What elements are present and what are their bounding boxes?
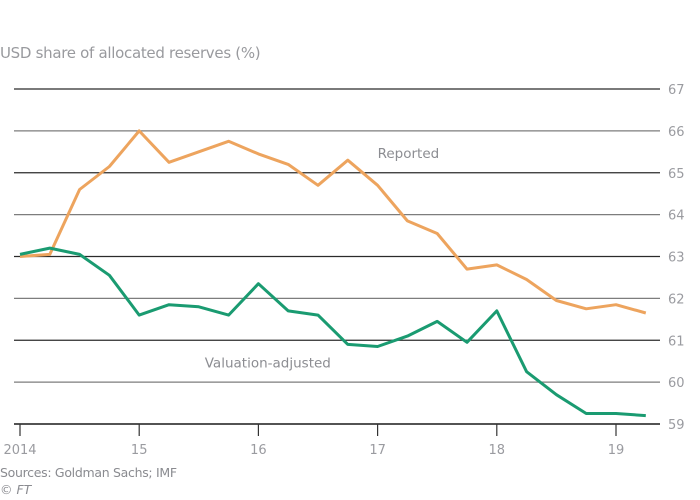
x-tick-label: 2014: [3, 443, 36, 458]
source-note: Sources: Goldman Sachs; IMF: [0, 465, 177, 480]
x-tick-label: 18: [489, 443, 506, 458]
x-tick-label: 19: [608, 443, 625, 458]
y-tick-label: 60: [668, 376, 685, 391]
y-tick-label: 65: [668, 167, 685, 182]
series-label: Valuation-adjusted: [205, 355, 331, 371]
series-label: Reported: [378, 146, 440, 162]
series-line-valuation-adjusted: [19, 246, 646, 418]
chart-title: USD share of allocated reserves (%): [0, 44, 261, 62]
y-tick-label: 62: [668, 292, 685, 307]
series-line-reported: [19, 129, 647, 315]
y-tick-label: 64: [668, 209, 685, 224]
y-tick-label: 63: [668, 251, 685, 266]
y-axis: 59 60 61 62 63 64 65 66 67: [668, 83, 685, 433]
y-tick-label: 59: [668, 418, 685, 433]
y-tick-label: 61: [668, 334, 685, 349]
series-lines: [19, 129, 647, 418]
x-tick-label: 15: [131, 443, 148, 458]
series-labels: Reported Valuation-adjusted: [205, 146, 439, 371]
gridlines: [14, 88, 660, 425]
x-tick-label: 16: [250, 443, 267, 458]
y-tick-label: 66: [668, 125, 685, 140]
x-axis: 2014 15 16 17 18 19: [3, 424, 624, 458]
copyright-note: © FT: [0, 482, 32, 497]
y-tick-label: 67: [668, 83, 685, 98]
x-tick-label: 17: [369, 443, 386, 458]
